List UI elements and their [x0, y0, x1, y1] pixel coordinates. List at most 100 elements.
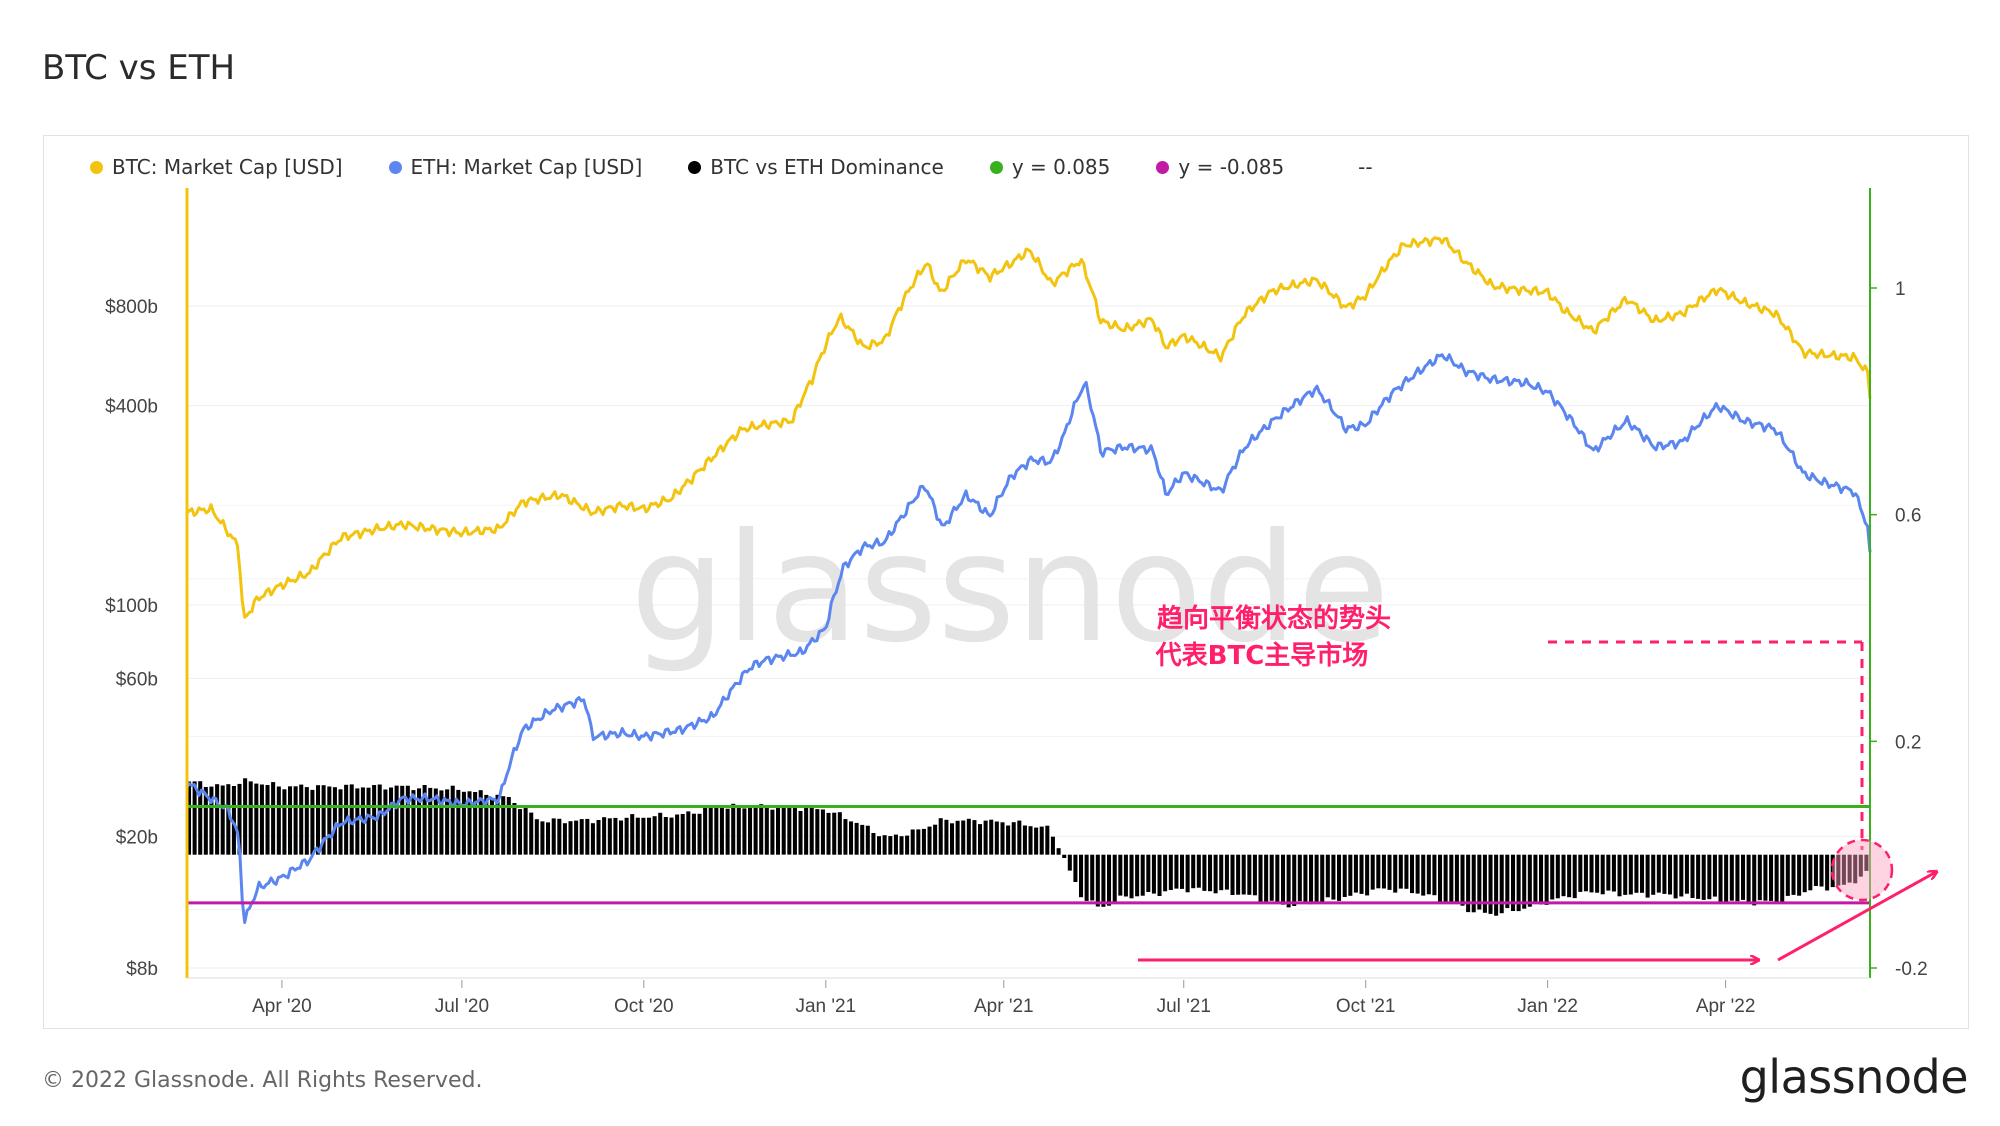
legend-item-1[interactable]: ETH: Market Cap [USD] — [388, 155, 643, 179]
legend-item-2[interactable]: BTC vs ETH Dominance — [688, 155, 944, 179]
reference-lines — [187, 805, 1870, 905]
dominance-bar — [1213, 854, 1218, 894]
dominance-bar — [972, 820, 977, 855]
dominance-bar — [815, 809, 820, 855]
legend-dot-icon — [90, 160, 103, 174]
dominance-bar — [1696, 854, 1701, 899]
chart-legend: BTC: Market Cap [USD] ETH: Market Cap [US… — [90, 154, 1373, 180]
dominance-bar — [1011, 822, 1016, 855]
dominance-bar — [1348, 854, 1353, 896]
dominance-bar — [1572, 854, 1577, 899]
legend-item-0[interactable]: BTC: Market Cap [USD] — [90, 155, 343, 179]
dominance-bar — [1853, 854, 1858, 884]
dominance-bar — [1668, 854, 1673, 895]
dominance-bar — [1482, 854, 1487, 913]
dominance-bar — [1426, 854, 1431, 895]
x-tick-label: Jul '20 — [435, 996, 489, 1017]
dominance-bar — [837, 812, 842, 855]
dominance-bar — [1275, 854, 1280, 904]
dominance-bars — [187, 778, 1869, 916]
dominance-bar — [506, 797, 511, 855]
dominance-bar — [428, 787, 433, 855]
dominance-bar — [1241, 854, 1246, 895]
dominance-bar — [708, 807, 713, 855]
dominance-bar — [854, 822, 859, 855]
dominance-bar — [1735, 854, 1740, 902]
dominance-bar — [1286, 854, 1291, 908]
dominance-bar — [742, 808, 747, 855]
dominance-bar — [804, 807, 809, 855]
dominance-bar — [1090, 854, 1095, 901]
dominance-bar — [1611, 854, 1616, 892]
dominance-bar — [641, 817, 646, 855]
dominance-bar — [1522, 854, 1527, 909]
dominance-bar — [1640, 854, 1645, 893]
x-tick-label: Jan '22 — [1517, 996, 1578, 1017]
legend-item-4[interactable]: y = -0.085 — [1156, 155, 1284, 179]
dominance-bar — [748, 807, 753, 855]
dominance-bar — [1802, 854, 1807, 893]
dominance-bar — [619, 820, 624, 855]
dominance-bar — [1196, 854, 1201, 888]
legend-dot-icon — [388, 160, 402, 174]
dominance-bar — [473, 792, 478, 855]
dominance-bar — [978, 824, 983, 855]
legend-label: ETH: Market Cap [USD] — [410, 155, 643, 179]
dominance-bar — [349, 784, 354, 855]
dominance-bar — [933, 824, 938, 855]
dominance-bar — [1118, 854, 1123, 896]
dominance-bar — [809, 805, 814, 855]
dominance-bar — [1729, 854, 1734, 901]
dominance-bar — [921, 828, 926, 855]
dominance-bar — [400, 785, 405, 855]
dominance-bar — [316, 785, 321, 855]
dominance-bar — [1269, 854, 1274, 901]
legend-item-3[interactable]: y = 0.085 — [989, 155, 1110, 179]
annotation-highlight-circle — [1830, 838, 1894, 902]
y-right-tick-label: -0.2 — [1895, 959, 1928, 980]
dominance-bar — [961, 820, 966, 855]
dominance-bar — [1039, 826, 1044, 855]
dominance-bar — [248, 781, 253, 855]
annotations: 趋向平衡状态的势头 代表BTC主导市场 — [1138, 603, 1936, 960]
dominance-bar — [338, 789, 343, 855]
dominance-bar — [198, 781, 203, 855]
dominance-bar — [1320, 854, 1325, 903]
dominance-bar — [1858, 854, 1863, 877]
dominance-bar — [770, 809, 775, 855]
dominance-bar — [1494, 854, 1499, 916]
dominance-bar — [478, 790, 483, 855]
dominance-bar — [1135, 854, 1140, 897]
dominance-bar — [518, 809, 523, 855]
dominance-bar — [1589, 854, 1594, 893]
x-tick-label: Oct '21 — [1336, 996, 1396, 1017]
dominance-bar — [1567, 854, 1572, 898]
dominance-bar — [405, 785, 410, 855]
legend-label: BTC vs ETH Dominance — [710, 155, 944, 179]
watermark: glassnode — [630, 502, 1389, 676]
dominance-bar — [1595, 854, 1600, 893]
dominance-bar — [1056, 848, 1061, 855]
dominance-bar — [1376, 854, 1381, 889]
dominance-bar — [1836, 854, 1841, 886]
dominance-bar — [1797, 854, 1802, 896]
dominance-bar — [955, 820, 960, 855]
annotation-arrow-diagonal — [1777, 872, 1936, 962]
dominance-bar — [602, 817, 607, 855]
brand-logo: glassnode — [1739, 1050, 1969, 1104]
dominance-bar — [966, 818, 971, 855]
dominance-bar — [1438, 854, 1443, 902]
dominance-bar — [1690, 854, 1695, 898]
dominance-bar — [1415, 854, 1420, 894]
y-right-tick-label: 1 — [1895, 279, 1906, 300]
dominance-bar — [1151, 854, 1156, 894]
dominance-bar — [888, 836, 893, 855]
dominance-bar — [1309, 854, 1314, 905]
dominance-bar — [332, 787, 337, 855]
dominance-bar — [882, 835, 887, 855]
dominance-bar — [1499, 854, 1504, 914]
dominance-bar — [1477, 854, 1482, 910]
dominance-bar — [1443, 854, 1448, 902]
dominance-bar — [1617, 854, 1622, 897]
dominance-bar — [1045, 825, 1050, 855]
